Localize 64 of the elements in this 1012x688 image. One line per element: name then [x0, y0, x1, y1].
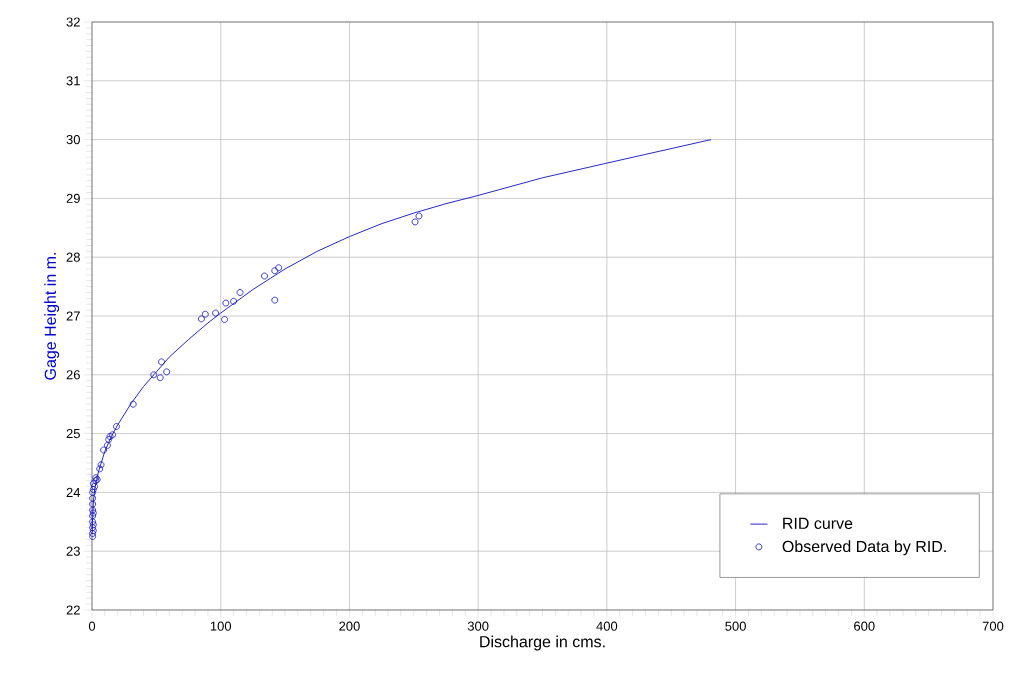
point [156, 374, 164, 382]
point [236, 289, 244, 296]
x-tick-label: 500 [725, 621, 746, 631]
point [89, 518, 97, 526]
point [97, 461, 105, 469]
point [89, 521, 97, 529]
x-tick-label: 300 [467, 621, 489, 631]
point [89, 512, 97, 520]
y-tick-label: 24 [66, 487, 81, 497]
point [411, 218, 419, 226]
point [89, 486, 97, 493]
x-tick-label: 400 [596, 621, 618, 631]
point [275, 264, 283, 272]
point [158, 358, 165, 366]
point [198, 315, 205, 323]
y-tick-label: 30 [66, 134, 80, 145]
point [96, 465, 104, 473]
point [109, 431, 116, 439]
y-tick-label: 32 [66, 17, 80, 27]
y-tick-label: 31 [66, 76, 80, 86]
x-tick-label: 0 [88, 621, 96, 631]
y-tick-label: 22 [66, 605, 80, 615]
x-tick-label: 100 [210, 621, 232, 631]
point [163, 368, 171, 376]
point [91, 483, 98, 490]
point [221, 316, 228, 323]
point [230, 297, 237, 305]
point [261, 272, 268, 280]
point [89, 527, 97, 535]
point [271, 267, 279, 275]
point [89, 509, 97, 517]
point [271, 296, 279, 304]
x-axis-title: Discharge in cms. [480, 635, 605, 651]
legend-label: RID curve [783, 517, 853, 530]
point [113, 423, 120, 430]
legend-label: Observed Data by RID. [782, 540, 946, 556]
x-tick-label: 700 [982, 621, 1004, 631]
point [89, 506, 97, 514]
y-tick-label: 28 [66, 252, 80, 262]
point [89, 533, 97, 540]
point [415, 212, 423, 220]
point [150, 371, 158, 379]
y-axis-title: Gage Height in m. [44, 253, 60, 380]
y-tick-label: 29 [66, 193, 80, 203]
y-tick-label: 23 [66, 546, 80, 556]
point [129, 400, 137, 408]
y-tick-label: 25 [66, 428, 80, 439]
point [212, 309, 219, 317]
point [222, 299, 230, 307]
point [89, 480, 97, 487]
point [201, 310, 209, 318]
x-tick-label: 600 [854, 621, 875, 631]
x-tick-label: 200 [339, 621, 360, 631]
point [89, 494, 97, 502]
point [89, 524, 97, 532]
point [89, 530, 97, 537]
y-tick-label: 26 [66, 370, 80, 380]
point [100, 446, 107, 454]
y-tick-label: 27 [66, 311, 80, 321]
point [105, 436, 113, 443]
point [89, 500, 97, 508]
point [104, 441, 111, 449]
point [89, 488, 97, 496]
point [106, 433, 114, 440]
